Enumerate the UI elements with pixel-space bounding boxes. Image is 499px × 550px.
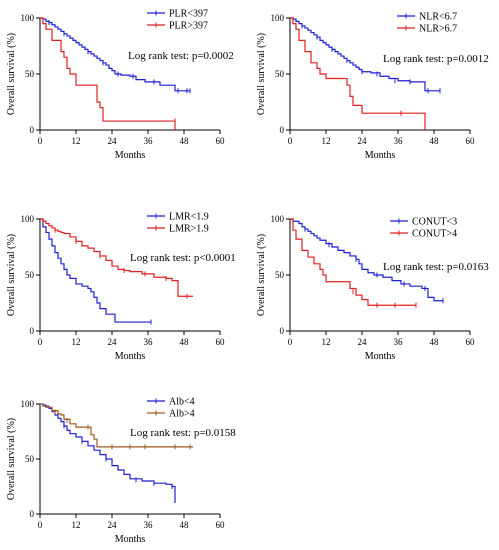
log-rank-annotation: Log rank test: p=0.0002 — [128, 50, 234, 62]
legend-label: Alb<4 — [169, 397, 195, 408]
y-tick-label: 0 — [280, 326, 285, 336]
y-axis-label: Overall survival (%) — [6, 234, 17, 316]
x-tick-label: 48 — [180, 337, 190, 347]
x-tick-label: 24 — [108, 136, 118, 146]
x-tick-label: 48 — [430, 136, 440, 146]
y-tick-label: 50 — [275, 69, 285, 79]
x-tick-label: 24 — [108, 337, 118, 347]
legend-label: CONUT>4 — [412, 229, 457, 240]
x-tick-label: 12 — [72, 520, 81, 530]
x-tick-label: 48 — [430, 337, 440, 347]
y-axis-label: Overall survival (%) — [256, 33, 267, 115]
x-tick-label: 24 — [108, 520, 118, 530]
legend-label: NLR<6.7 — [419, 12, 457, 23]
y-tick-label: 50 — [25, 270, 35, 280]
x-tick-label: 60 — [466, 136, 476, 146]
log-rank-annotation: Log rank test: p<0.0001 — [130, 252, 236, 264]
x-tick-label: 0 — [38, 520, 43, 530]
x-tick-label: 60 — [216, 337, 226, 347]
x-axis-label: Months — [115, 150, 146, 161]
x-tick-label: 60 — [466, 337, 476, 347]
km-panel-2: 0 12 24 36 48 60 0 50 100 Months Overall survival … — [256, 12, 489, 162]
survival-curve-2 — [290, 218, 416, 306]
survival-curve-2 — [40, 218, 193, 297]
y-axis-label: Overall survival (%) — [6, 33, 17, 115]
y-tick-label: 0 — [280, 125, 285, 135]
y-tick-label: 50 — [25, 69, 35, 79]
survival-curve-1 — [40, 403, 176, 503]
km-panel-5: 0 12 24 36 48 60 0 50 100 Months Overall survival … — [6, 397, 236, 546]
legend-label: CONUT<3 — [412, 217, 457, 228]
km-panel-1: 0 12 24 36 48 60 0 50 100 Months Overall survival … — [6, 9, 234, 162]
y-axis-label: Overall survival (%) — [256, 234, 267, 316]
legend-label: LMR>1.9 — [169, 224, 209, 235]
survival-curve-2 — [290, 17, 426, 130]
x-tick-label: 12 — [322, 136, 331, 146]
legend-label: PLR<397 — [169, 9, 208, 20]
km-panel-4: 0 12 24 36 48 60 0 50 100 Months Overall survival … — [256, 214, 489, 362]
x-axis-label: Months — [365, 351, 396, 362]
x-tick-label: 60 — [216, 136, 226, 146]
survival-curve-1 — [40, 218, 151, 323]
log-rank-annotation: Log rank test: p=0.0163 — [383, 261, 489, 273]
x-tick-label: 36 — [144, 337, 154, 347]
x-tick-label: 0 — [38, 337, 43, 347]
y-tick-label: 50 — [25, 454, 35, 464]
y-tick-label: 100 — [271, 13, 285, 23]
x-tick-label: 12 — [72, 136, 81, 146]
legend-label: NLR>6.7 — [419, 24, 457, 35]
x-tick-label: 0 — [38, 136, 43, 146]
x-tick-label: 48 — [180, 136, 190, 146]
x-axis-label: Months — [115, 351, 146, 362]
x-tick-label: 0 — [288, 136, 293, 146]
x-tick-label: 24 — [358, 337, 368, 347]
x-axis-label: Months — [115, 534, 146, 545]
survival-curve-2 — [40, 403, 193, 448]
y-tick-label: 100 — [21, 214, 35, 224]
y-tick-label: 100 — [271, 214, 285, 224]
y-axis-label: Overall survival (%) — [6, 418, 17, 500]
x-tick-label: 36 — [394, 136, 404, 146]
survival-curve-1 — [290, 218, 443, 302]
y-tick-label: 0 — [30, 326, 35, 336]
x-tick-label: 36 — [144, 520, 154, 530]
x-tick-label: 12 — [322, 337, 331, 347]
y-tick-label: 100 — [21, 399, 35, 409]
legend-label: LMR<1.9 — [169, 212, 209, 223]
x-tick-label: 12 — [72, 337, 81, 347]
log-rank-annotation: Log rank test: p=0.0158 — [130, 427, 236, 439]
x-tick-label: 48 — [180, 520, 190, 530]
x-tick-label: 60 — [216, 520, 226, 530]
y-tick-label: 0 — [30, 509, 35, 519]
km-panel-3: 0 12 24 36 48 60 0 50 100 Months Overall survival … — [6, 212, 236, 363]
legend-label: Alb>4 — [169, 409, 195, 420]
survival-curve-1 — [290, 17, 440, 92]
x-tick-label: 0 — [288, 337, 293, 347]
log-rank-annotation: Log rank test: p=0.0012 — [383, 53, 489, 65]
x-tick-label: 24 — [358, 136, 368, 146]
y-tick-label: 0 — [30, 125, 35, 135]
legend-label: PLR>397 — [169, 21, 208, 32]
y-tick-label: 100 — [21, 13, 35, 23]
y-tick-label: 50 — [275, 270, 285, 280]
x-tick-label: 36 — [144, 136, 154, 146]
x-tick-label: 36 — [394, 337, 404, 347]
x-axis-label: Months — [365, 150, 396, 161]
survival-curve-2 — [40, 17, 176, 130]
